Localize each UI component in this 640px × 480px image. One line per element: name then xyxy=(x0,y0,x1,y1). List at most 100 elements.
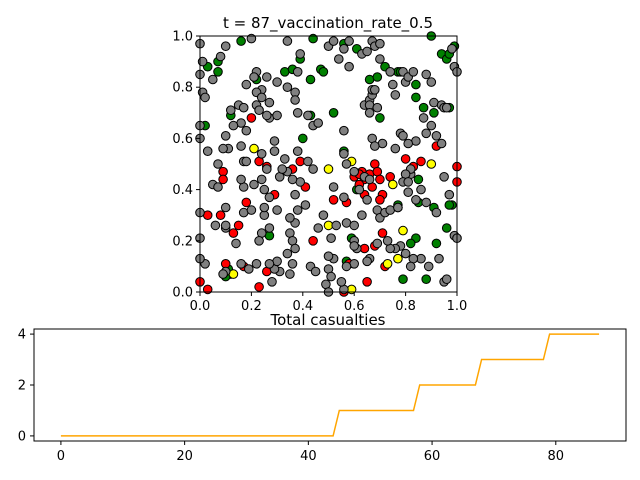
scatter-point xyxy=(220,131,231,141)
scatter-point xyxy=(264,223,275,233)
scatter-point xyxy=(244,264,254,274)
scatter-point xyxy=(436,138,447,149)
scatter-point xyxy=(238,102,249,113)
scatter-point xyxy=(285,269,295,279)
scatter-point xyxy=(372,102,383,113)
scatter-point xyxy=(272,205,282,215)
scatter-point xyxy=(388,79,398,90)
scatter-point xyxy=(292,67,303,77)
scatter-point xyxy=(400,154,411,164)
scatter-point xyxy=(441,102,452,113)
scatter-point xyxy=(256,174,267,185)
scatter-point xyxy=(434,253,444,264)
scatter-point xyxy=(249,179,259,190)
scatter-point xyxy=(426,77,437,87)
scatter-x-tick-label: 0.0 xyxy=(190,299,211,314)
scatter-point xyxy=(408,67,419,77)
scatter-point xyxy=(444,189,455,200)
scatter-point xyxy=(264,97,275,108)
scatter-point xyxy=(259,184,270,195)
scatter-point xyxy=(213,182,223,192)
scatter-point xyxy=(328,36,339,46)
scatter-point xyxy=(349,241,360,251)
scatter-point xyxy=(210,220,221,231)
scatter-point xyxy=(341,159,352,169)
scatter-point xyxy=(323,164,334,174)
casualties-x-tick-label: 80 xyxy=(548,449,565,464)
scatter-point xyxy=(344,36,354,46)
scatter-point xyxy=(370,141,380,151)
scatter-point xyxy=(357,210,367,220)
scatter-title: t = 87_vaccination_rate_0.5 xyxy=(223,14,433,33)
scatter-point xyxy=(431,207,442,218)
scatter-point xyxy=(411,79,421,90)
casualties-x-axis: 0 20 40 60 80 xyxy=(57,441,564,464)
scatter-point xyxy=(323,251,334,262)
scatter-point xyxy=(241,197,252,208)
scatter-point xyxy=(403,138,414,149)
scatter-points xyxy=(195,31,462,297)
scatter-point xyxy=(416,156,426,167)
scatter-point xyxy=(208,74,218,85)
scatter-point xyxy=(236,174,246,185)
scatter-point xyxy=(287,259,298,269)
scatter-point xyxy=(362,256,372,267)
scatter-x-tick-label: 0.6 xyxy=(344,299,365,314)
scatter-chart: t = 87_vaccination_rate_0.5 0.0 0.2 0.4 0.6… xyxy=(172,14,467,314)
scatter-point xyxy=(328,195,339,205)
scatter-point xyxy=(416,184,426,195)
scatter-point xyxy=(264,259,275,269)
scatter-point xyxy=(411,195,421,205)
scatter-point xyxy=(241,125,252,136)
scatter-y-tick-label: 0.8 xyxy=(172,81,193,96)
casualties-title: Total casualties xyxy=(269,311,385,329)
scatter-point xyxy=(254,105,264,115)
scatter-point xyxy=(405,238,416,249)
scatter-point xyxy=(390,90,401,100)
scatter-point xyxy=(292,108,303,118)
scatter-point xyxy=(421,69,432,80)
scatter-point xyxy=(303,156,313,167)
scatter-y-tick-label: 0.2 xyxy=(172,234,193,249)
scatter-point xyxy=(303,110,313,121)
scatter-point xyxy=(251,259,262,269)
scatter-point xyxy=(285,213,295,223)
scatter-point xyxy=(375,195,385,205)
scatter-point xyxy=(254,236,264,246)
scatter-point xyxy=(282,36,293,46)
scatter-point xyxy=(246,113,257,123)
scatter-point xyxy=(344,61,354,72)
scatter-point xyxy=(290,243,300,254)
scatter-point xyxy=(364,108,375,118)
casualties-x-tick-label: 40 xyxy=(300,449,317,464)
scatter-point xyxy=(403,187,414,197)
scatter-point xyxy=(228,228,239,238)
scatter-point xyxy=(372,238,383,249)
scatter-frame xyxy=(199,35,458,293)
scatter-point xyxy=(236,259,246,269)
scatter-point xyxy=(259,202,270,213)
scatter-point xyxy=(308,236,318,246)
scatter-point xyxy=(292,205,303,215)
scatter-point xyxy=(287,174,298,185)
scatter-point xyxy=(375,174,385,185)
scatter-point xyxy=(441,223,452,233)
scatter-point xyxy=(382,236,393,246)
scatter-point xyxy=(377,228,388,238)
scatter-point xyxy=(393,253,403,264)
scatter-point xyxy=(213,159,223,169)
scatter-x-tick-label: 0.8 xyxy=(395,299,416,314)
scatter-point xyxy=(421,197,432,208)
scatter-point xyxy=(372,72,383,82)
scatter-point xyxy=(267,277,277,287)
scatter-point xyxy=(241,79,252,90)
scatter-point xyxy=(241,156,252,167)
scatter-point xyxy=(328,182,339,192)
scatter-point xyxy=(262,72,272,82)
scatter-point xyxy=(282,82,293,92)
scatter-point xyxy=(439,172,449,182)
scatter-point xyxy=(431,238,442,249)
scatter-point xyxy=(292,146,303,156)
scatter-point xyxy=(300,200,311,210)
